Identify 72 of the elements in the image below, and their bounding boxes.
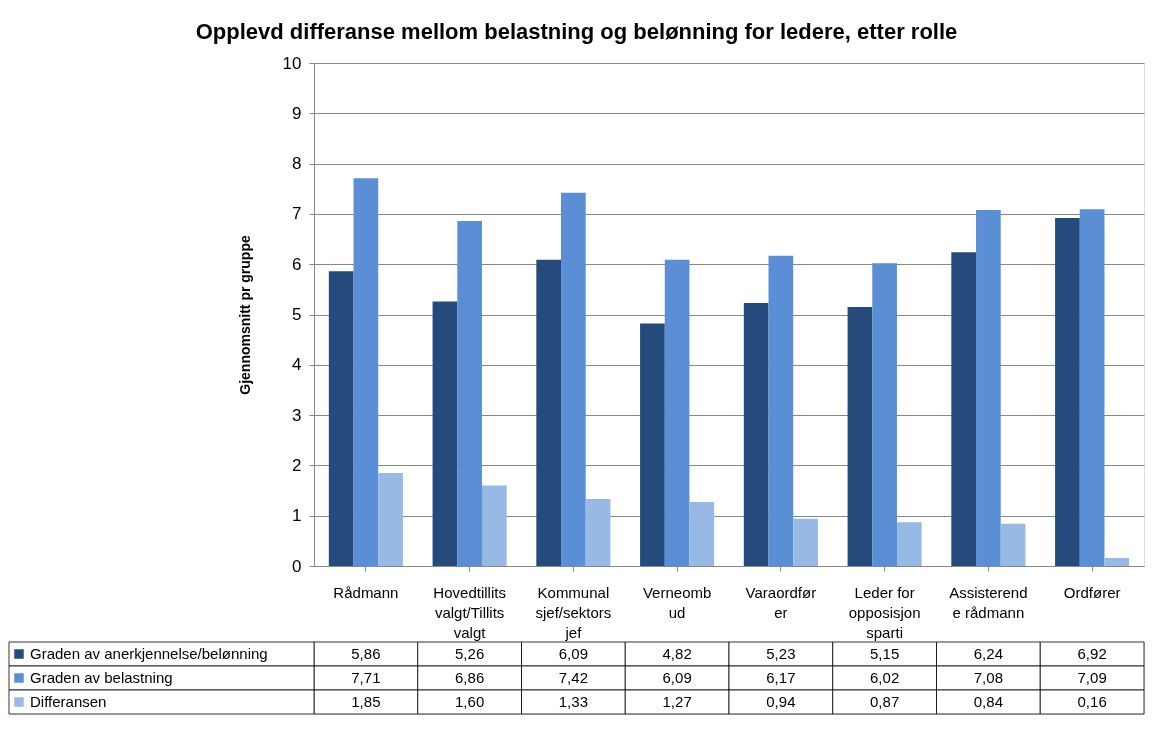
data-label: 6,09 bbox=[662, 669, 692, 686]
bar bbox=[793, 518, 818, 566]
bar bbox=[585, 499, 611, 566]
bar bbox=[1079, 209, 1105, 566]
bar bbox=[976, 209, 1001, 566]
data-label: 4,82 bbox=[662, 645, 692, 662]
x-tick-label: Ordfører bbox=[1063, 583, 1121, 601]
y-tick-label: 1 bbox=[292, 506, 302, 526]
data-label: 6,24 bbox=[973, 645, 1003, 662]
data-label: 7,08 bbox=[973, 669, 1003, 686]
data-label: 5,15 bbox=[870, 645, 900, 662]
bar bbox=[847, 306, 873, 566]
data-label: 6,86 bbox=[455, 669, 485, 686]
y-tick-label: 9 bbox=[292, 103, 302, 123]
y-tick-label: 7 bbox=[292, 204, 302, 224]
x-tick-label: Rådmann bbox=[333, 583, 399, 601]
y-axis-title: Gjennomsnitt pr gruppe bbox=[236, 235, 253, 395]
data-label: 6,09 bbox=[558, 645, 588, 662]
data-label: 1,85 bbox=[351, 693, 381, 710]
bar bbox=[640, 323, 665, 566]
bar bbox=[561, 192, 586, 566]
y-tick-label: 3 bbox=[292, 405, 302, 425]
x-tick-label: Hovedtillits valgt/Tillits valgt bbox=[433, 583, 506, 641]
x-tick-label: Verneomb ud bbox=[642, 583, 712, 621]
chart-title: Opplevd differanse mellom belastning og belønning for ledere, etter rolle bbox=[195, 18, 958, 44]
bar bbox=[328, 271, 354, 566]
bar bbox=[896, 522, 922, 566]
data-label: 0,94 bbox=[766, 693, 796, 710]
data-label: 1,27 bbox=[662, 693, 692, 710]
data-label: 7,09 bbox=[1077, 669, 1107, 686]
data-label: 6,02 bbox=[870, 669, 900, 686]
data-label: 5,23 bbox=[766, 645, 796, 662]
bar bbox=[951, 252, 977, 566]
legend-label: Graden av belastning bbox=[30, 669, 173, 686]
y-tick-label: 0 bbox=[292, 556, 302, 576]
data-label: 6,92 bbox=[1077, 645, 1107, 662]
y-tick-label: 6 bbox=[292, 254, 302, 274]
bar bbox=[353, 178, 379, 566]
y-tick-label: 2 bbox=[292, 455, 302, 475]
data-label: 7,42 bbox=[558, 669, 588, 686]
data-label: 1,33 bbox=[558, 693, 588, 710]
y-tick-label: 4 bbox=[292, 355, 302, 375]
bar bbox=[743, 302, 769, 566]
bar bbox=[768, 255, 794, 566]
y-tick-label: 10 bbox=[282, 53, 302, 73]
legend-label: Graden av anerkjennelse/belønning bbox=[30, 645, 268, 662]
bar bbox=[378, 472, 403, 566]
x-tick-label: Leder for opposisjon sparti bbox=[848, 583, 921, 641]
data-label: 5,26 bbox=[455, 645, 485, 662]
legend-label: Differansen bbox=[30, 693, 107, 710]
data-label: 6,17 bbox=[766, 669, 796, 686]
y-tick-label: 8 bbox=[292, 154, 302, 174]
bar bbox=[689, 502, 715, 566]
data-label: 0,16 bbox=[1077, 693, 1107, 710]
bar bbox=[1000, 523, 1026, 566]
data-label: 0,87 bbox=[870, 693, 900, 710]
bar bbox=[1055, 217, 1080, 566]
data-label: 0,84 bbox=[973, 693, 1003, 710]
data-label: 5,86 bbox=[351, 645, 381, 662]
bar bbox=[664, 259, 690, 566]
bar bbox=[432, 301, 458, 566]
bar bbox=[457, 220, 482, 566]
bar bbox=[872, 263, 897, 566]
bar bbox=[481, 485, 507, 566]
x-tick-label: Kommunal sjef/sektors jef bbox=[535, 583, 612, 641]
data-label: 7,71 bbox=[351, 669, 381, 686]
x-tick-label: Assisterend e rådmann bbox=[949, 583, 1028, 621]
x-tick-label: Varaordfør er bbox=[745, 583, 817, 621]
bar bbox=[536, 259, 562, 566]
bar bbox=[1104, 557, 1130, 566]
y-tick-label: 5 bbox=[292, 305, 302, 324]
data-label: 1,60 bbox=[455, 693, 485, 710]
